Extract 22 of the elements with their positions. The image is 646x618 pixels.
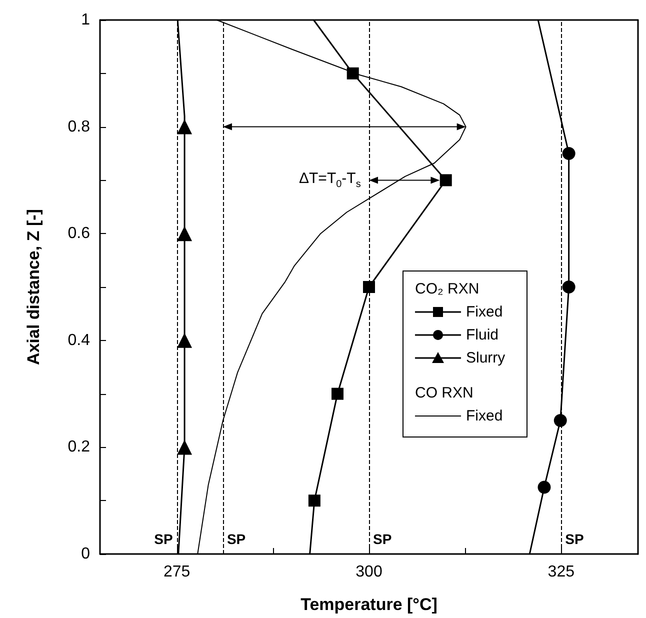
- y-tick-label: 0.8: [68, 118, 90, 136]
- annotation: ΔT=T$_{0}$-T$_{s}$: [299, 170, 361, 192]
- y-tick-label: 0.6: [68, 225, 90, 242]
- legend-label: Fixed: [466, 303, 503, 320]
- annotation: CO RXN: [415, 384, 474, 402]
- ref-line-label: SP: [226, 531, 246, 547]
- legend-label: Fixed: [466, 407, 503, 424]
- legend-label: Slurry: [466, 349, 506, 366]
- ref-line-label: SP: [373, 531, 392, 547]
- legend-label: Fluid: [466, 326, 499, 344]
- x-axis-title: Temperature [°C]: [300, 595, 438, 614]
- y-axis-title: Axial distance, Z [-]: [24, 209, 43, 365]
- x-tick-label: 325: [548, 564, 575, 580]
- x-tick-label: 300: [356, 564, 382, 580]
- ref-line-label: SP: [565, 531, 584, 547]
- legend-title: CO₂ RXN: [415, 280, 480, 298]
- y-tick-label: 0: [81, 546, 90, 562]
- y-tick-label: 0.4: [68, 332, 90, 349]
- y-tick-label: 1: [81, 12, 90, 28]
- x-tick-label: 275: [164, 564, 190, 580]
- ref-line-label: SP: [154, 531, 173, 547]
- y-tick-label: 0.2: [68, 438, 90, 456]
